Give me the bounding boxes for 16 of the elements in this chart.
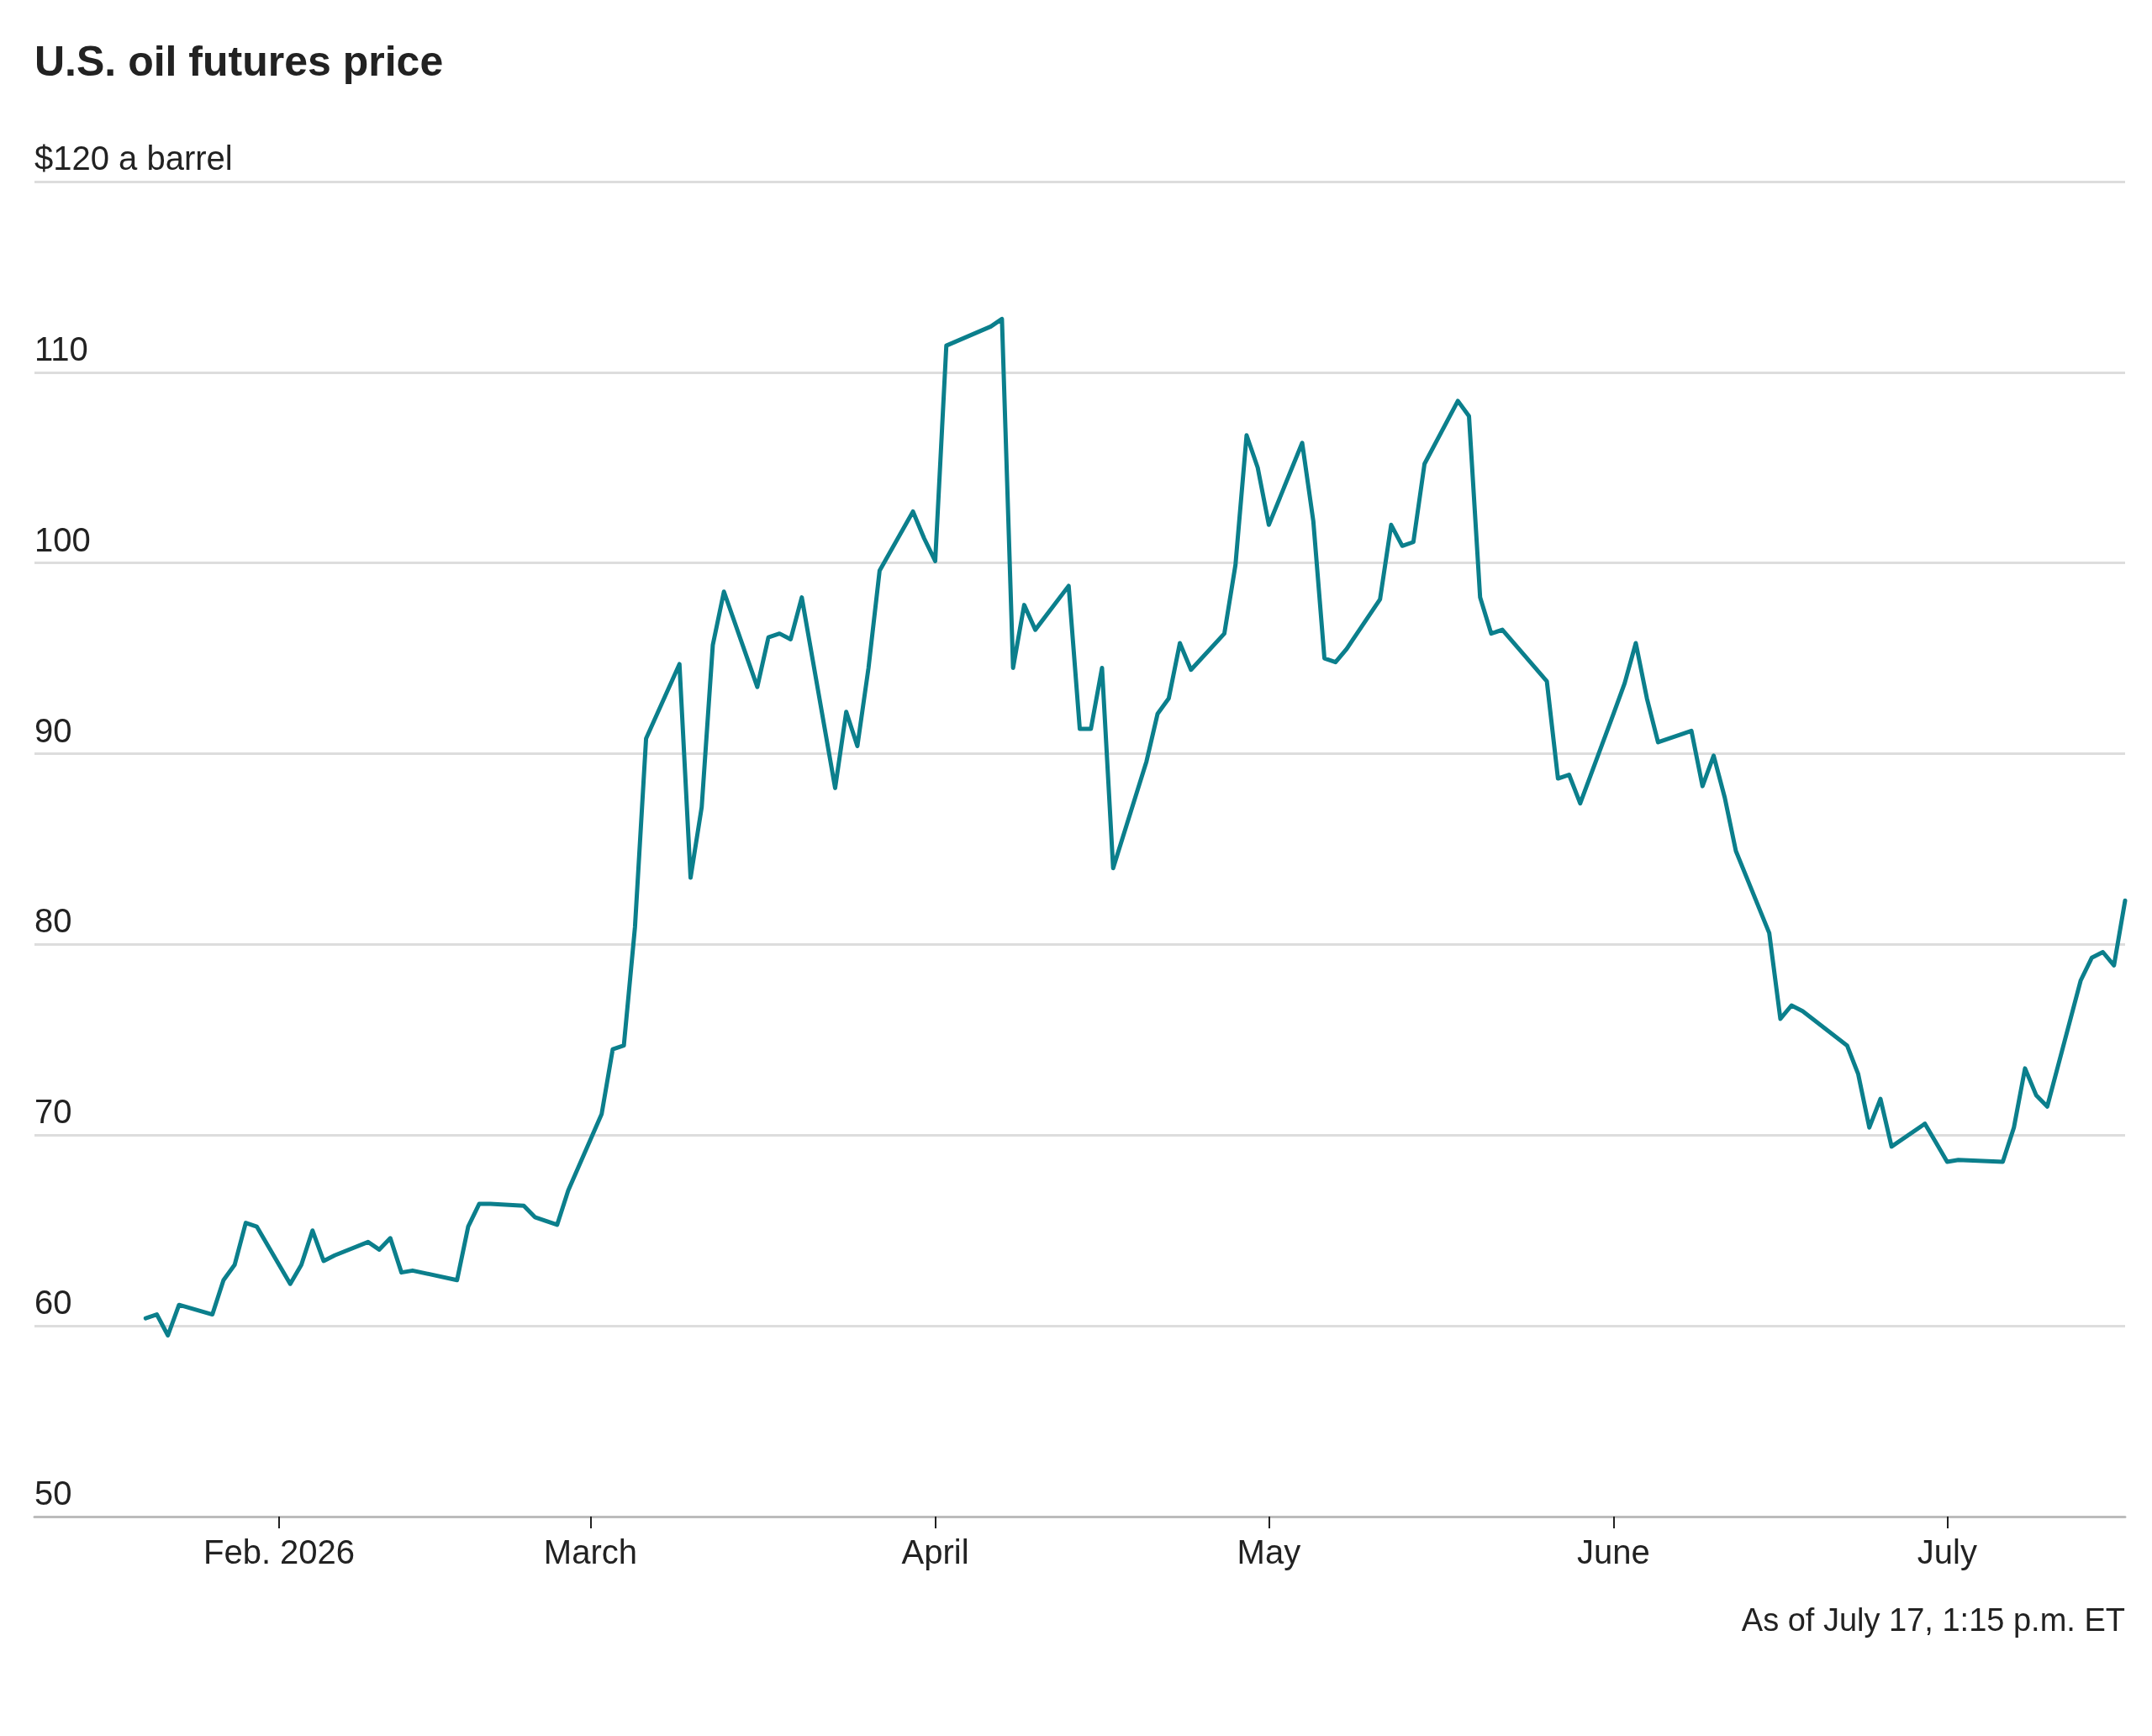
- y-tick-label: 100: [34, 520, 91, 558]
- y-tick-label: 70: [34, 1093, 72, 1131]
- y-tick-label: 80: [34, 902, 72, 940]
- y-tick-label: 110: [34, 330, 88, 367]
- x-tick-label: July: [1917, 1533, 1977, 1570]
- y-tick-label: 60: [34, 1284, 72, 1322]
- chart-title: U.S. oil futures price: [34, 38, 444, 85]
- x-tick-label: April: [901, 1533, 969, 1570]
- x-tick-label: May: [1237, 1533, 1301, 1570]
- x-tick-label: March: [543, 1533, 638, 1570]
- x-tick-label: June: [1577, 1533, 1650, 1570]
- y-tick-label: 90: [34, 711, 72, 749]
- y-tick-label: $120 a barrel: [34, 140, 233, 177]
- text: As of July 17, 1:15 p.m. ET: [1741, 1602, 2126, 1638]
- x-tick-label: Feb. 2026: [203, 1533, 356, 1570]
- y-tick-label: 50: [34, 1475, 72, 1512]
